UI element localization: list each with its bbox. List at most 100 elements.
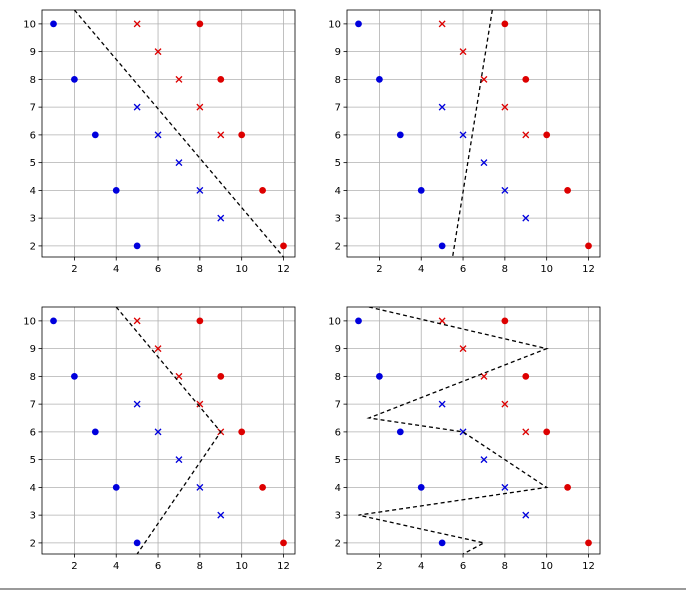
x-tick-label: 2 xyxy=(71,561,77,572)
data-point-cross xyxy=(154,131,162,139)
cross-stroke xyxy=(501,483,509,491)
subplot-4: 2 4 6 8 10 12 2 3 4 5 6 7 8 9 10 xyxy=(328,306,601,572)
decision-boundary-line xyxy=(358,307,549,554)
data-point-cross xyxy=(438,317,446,325)
data-point-circle xyxy=(417,186,425,194)
y-tick-label: 5 xyxy=(30,455,36,466)
y-tick-label: 7 xyxy=(335,103,341,114)
x-tick-label: 8 xyxy=(197,264,203,275)
data-point-circle xyxy=(280,242,287,250)
cross-stroke xyxy=(196,400,204,408)
cross-stroke xyxy=(196,103,204,111)
data-point-cross xyxy=(522,428,530,436)
data-point-circle xyxy=(376,75,383,83)
y-tick-label: 9 xyxy=(30,47,36,58)
cross-stroke xyxy=(133,20,141,28)
y-tick-label: 2 xyxy=(30,241,36,252)
y-tick-label: 8 xyxy=(335,75,341,86)
data-point-circle xyxy=(355,20,362,28)
y-tick-label: 4 xyxy=(30,186,36,197)
data-point-circle xyxy=(71,372,78,380)
cross-stroke xyxy=(459,131,467,139)
y-tick-label: 3 xyxy=(335,214,341,225)
y-tick-label: 5 xyxy=(30,158,36,169)
y-tick-label: 7 xyxy=(30,400,36,411)
data-point-circle xyxy=(501,317,509,325)
cross-stroke xyxy=(217,131,225,139)
data-point-cross xyxy=(175,159,183,167)
data-point-cross xyxy=(175,456,183,464)
cross-stroke xyxy=(522,428,530,436)
data-point-circle xyxy=(238,131,246,139)
cross-stroke xyxy=(480,75,488,83)
data-point-cross xyxy=(217,214,225,222)
data-point-circle xyxy=(112,186,120,194)
subplot-1: 2 4 6 8 10 12 2 3 4 5 6 7 8 9 10 xyxy=(23,9,296,275)
data-point-cross xyxy=(133,317,141,325)
cross-stroke xyxy=(217,511,225,519)
data-point-circle xyxy=(50,20,57,28)
y-tick-label: 6 xyxy=(335,427,341,438)
cross-stroke xyxy=(522,131,530,139)
data-point-circle xyxy=(543,131,551,139)
data-point-cross xyxy=(175,372,183,380)
x-tick-label: 4 xyxy=(418,561,424,572)
data-point-cross xyxy=(522,131,530,139)
x-tick-label: 8 xyxy=(502,264,508,275)
cross-stroke xyxy=(480,372,488,380)
decision-boundary-line xyxy=(73,10,284,257)
data-point-cross xyxy=(196,186,204,194)
y-tick-label: 2 xyxy=(335,538,341,549)
data-point-cross xyxy=(196,400,204,408)
data-point-cross xyxy=(133,20,141,28)
data-point-cross xyxy=(459,48,467,56)
cross-stroke xyxy=(154,131,162,139)
cross-stroke xyxy=(196,483,204,491)
y-tick-label: 8 xyxy=(30,372,36,383)
cross-stroke xyxy=(480,159,488,167)
data-point-circle xyxy=(217,75,225,83)
cross-stroke xyxy=(522,511,530,519)
x-tick-label: 6 xyxy=(155,264,161,275)
data-point-circle xyxy=(543,428,551,436)
cross-stroke xyxy=(459,345,467,353)
x-tick-label: 12 xyxy=(582,561,595,572)
y-tick-label: 10 xyxy=(328,19,341,30)
y-tick-label: 7 xyxy=(335,400,341,411)
y-tick-label: 5 xyxy=(335,158,341,169)
window-bottom-border xyxy=(0,588,686,590)
cross-stroke xyxy=(501,186,509,194)
x-tick-label: 2 xyxy=(71,264,77,275)
y-tick-label: 9 xyxy=(335,344,341,355)
cross-stroke xyxy=(459,48,467,56)
data-point-circle xyxy=(585,539,592,547)
data-point-circle xyxy=(396,428,404,436)
y-tick-label: 7 xyxy=(30,103,36,114)
y-tick-label: 4 xyxy=(335,186,341,197)
data-point-circle xyxy=(438,242,446,250)
x-tick-label: 10 xyxy=(540,264,553,275)
x-tick-label: 12 xyxy=(582,264,595,275)
y-tick-label: 6 xyxy=(30,130,36,141)
cross-stroke xyxy=(501,103,509,111)
data-point-cross xyxy=(480,456,488,464)
data-point-cross xyxy=(501,400,509,408)
cross-stroke xyxy=(175,159,183,167)
axes-frame xyxy=(41,9,296,258)
axes-frame xyxy=(346,9,601,258)
subplot-3: 2 4 6 8 10 12 2 3 4 5 6 7 8 9 10 xyxy=(23,306,296,572)
cross-stroke xyxy=(459,428,467,436)
x-tick-label: 6 xyxy=(460,264,466,275)
data-point-cross xyxy=(154,48,162,56)
axes-frame xyxy=(346,306,601,555)
x-tick-label: 12 xyxy=(277,264,290,275)
cross-stroke xyxy=(217,214,225,222)
data-point-cross xyxy=(154,428,162,436)
data-point-cross xyxy=(522,511,530,519)
data-point-cross xyxy=(196,483,204,491)
cross-stroke xyxy=(438,400,446,408)
cross-stroke xyxy=(480,456,488,464)
data-point-circle xyxy=(585,242,592,250)
x-tick-label: 8 xyxy=(197,561,203,572)
